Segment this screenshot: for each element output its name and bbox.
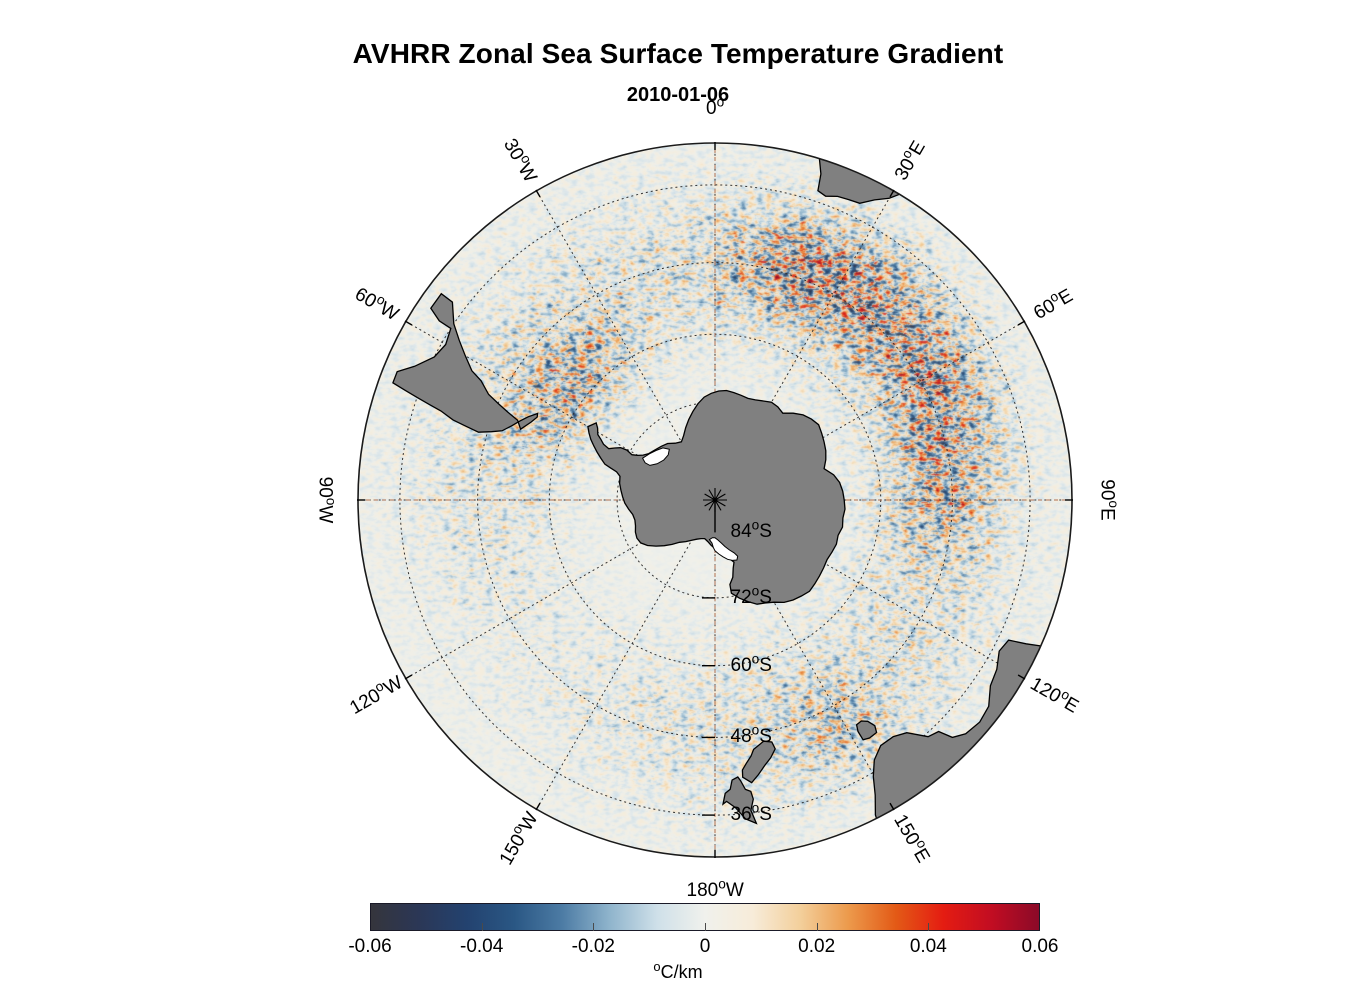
colorbar-tick (481, 923, 483, 931)
lon-label-90W: 90oW (313, 476, 339, 524)
colorbar-unit-label: oC/km (0, 959, 1356, 983)
colorbar-tick-label: 0.02 (798, 936, 836, 957)
colorbar-tick-label: -0.04 (460, 936, 504, 957)
colorbar-ticks (370, 923, 1040, 938)
lon-label-180W: 180oW (686, 876, 744, 901)
colorbar-tick (705, 923, 706, 931)
colorbar-tick-label: 0.04 (909, 936, 947, 957)
colorbar-tick-label: -0.06 (348, 936, 392, 957)
colorbar-tick-labels: -0.06 -0.04 -0.02 0 0.02 0.04 0.06 (348, 936, 1058, 960)
colorbar-tick (928, 923, 930, 931)
colorbar-tick-label: 0.06 (1021, 936, 1059, 957)
colorbar-tick (593, 923, 595, 931)
colorbar-tick (816, 923, 818, 931)
map-plot[interactable] (357, 142, 1073, 858)
lon-label-90E: 90oE (1096, 479, 1121, 521)
page-subtitle: 2010-01-06 (626, 84, 730, 106)
map-overlay-vectors (357, 142, 1073, 858)
page-title: AVHRR Zonal Sea Surface Temperature Grad… (352, 38, 1004, 69)
colorbar[interactable] (370, 903, 1040, 931)
colorbar-tick-label: -0.02 (571, 936, 615, 957)
colorbar-unit-text: oC/km (653, 959, 703, 982)
map-tick-marks (357, 142, 1073, 858)
colorbar-tick-label: 0 (699, 936, 711, 957)
